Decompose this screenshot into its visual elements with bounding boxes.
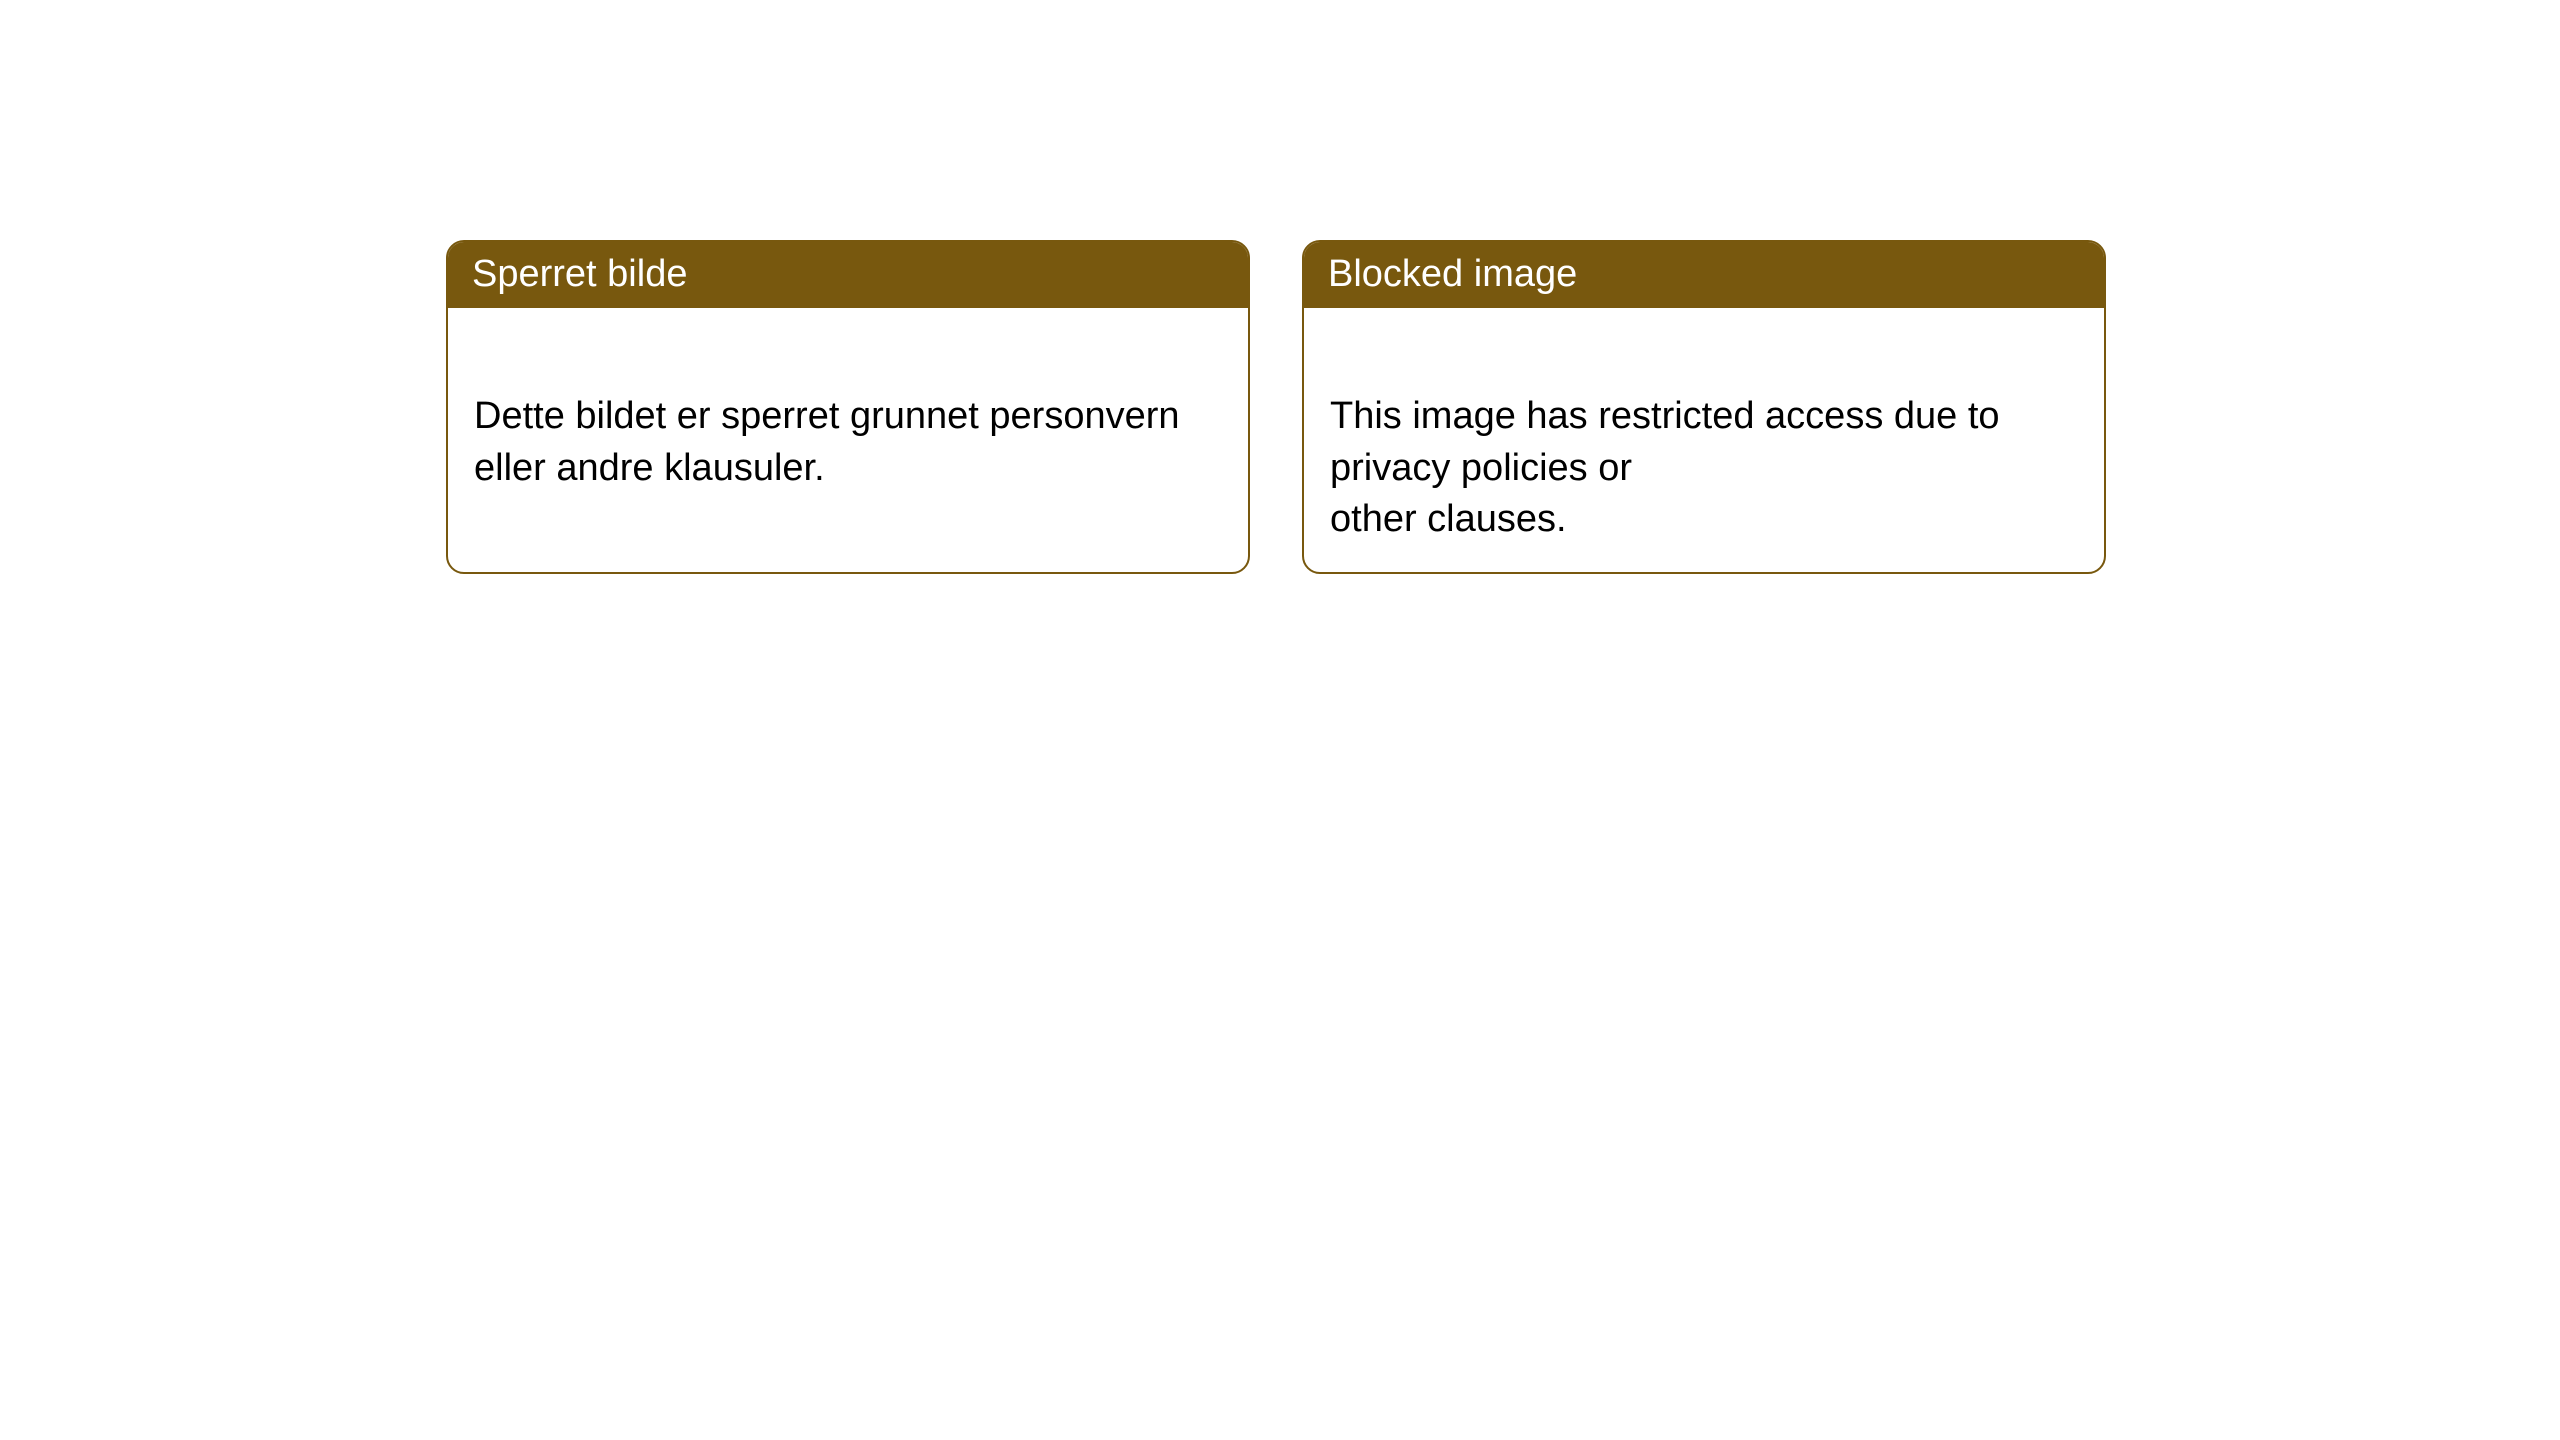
notice-card-norwegian: Sperret bilde Dette bildet er sperret gr… [446,240,1250,574]
notice-body-text: This image has restricted access due to … [1330,395,2000,540]
notice-title: Blocked image [1328,253,1577,295]
notice-title: Sperret bilde [472,253,687,295]
notice-header: Sperret bilde [448,242,1248,308]
notice-body: Dette bildet er sperret grunnet personve… [448,308,1248,526]
notice-body-text: Dette bildet er sperret grunnet personve… [474,395,1180,488]
notice-body: This image has restricted access due to … [1304,308,2104,574]
notice-card-english: Blocked image This image has restricted … [1302,240,2106,574]
notice-container: Sperret bilde Dette bildet er sperret gr… [0,0,2560,574]
notice-header: Blocked image [1304,242,2104,308]
